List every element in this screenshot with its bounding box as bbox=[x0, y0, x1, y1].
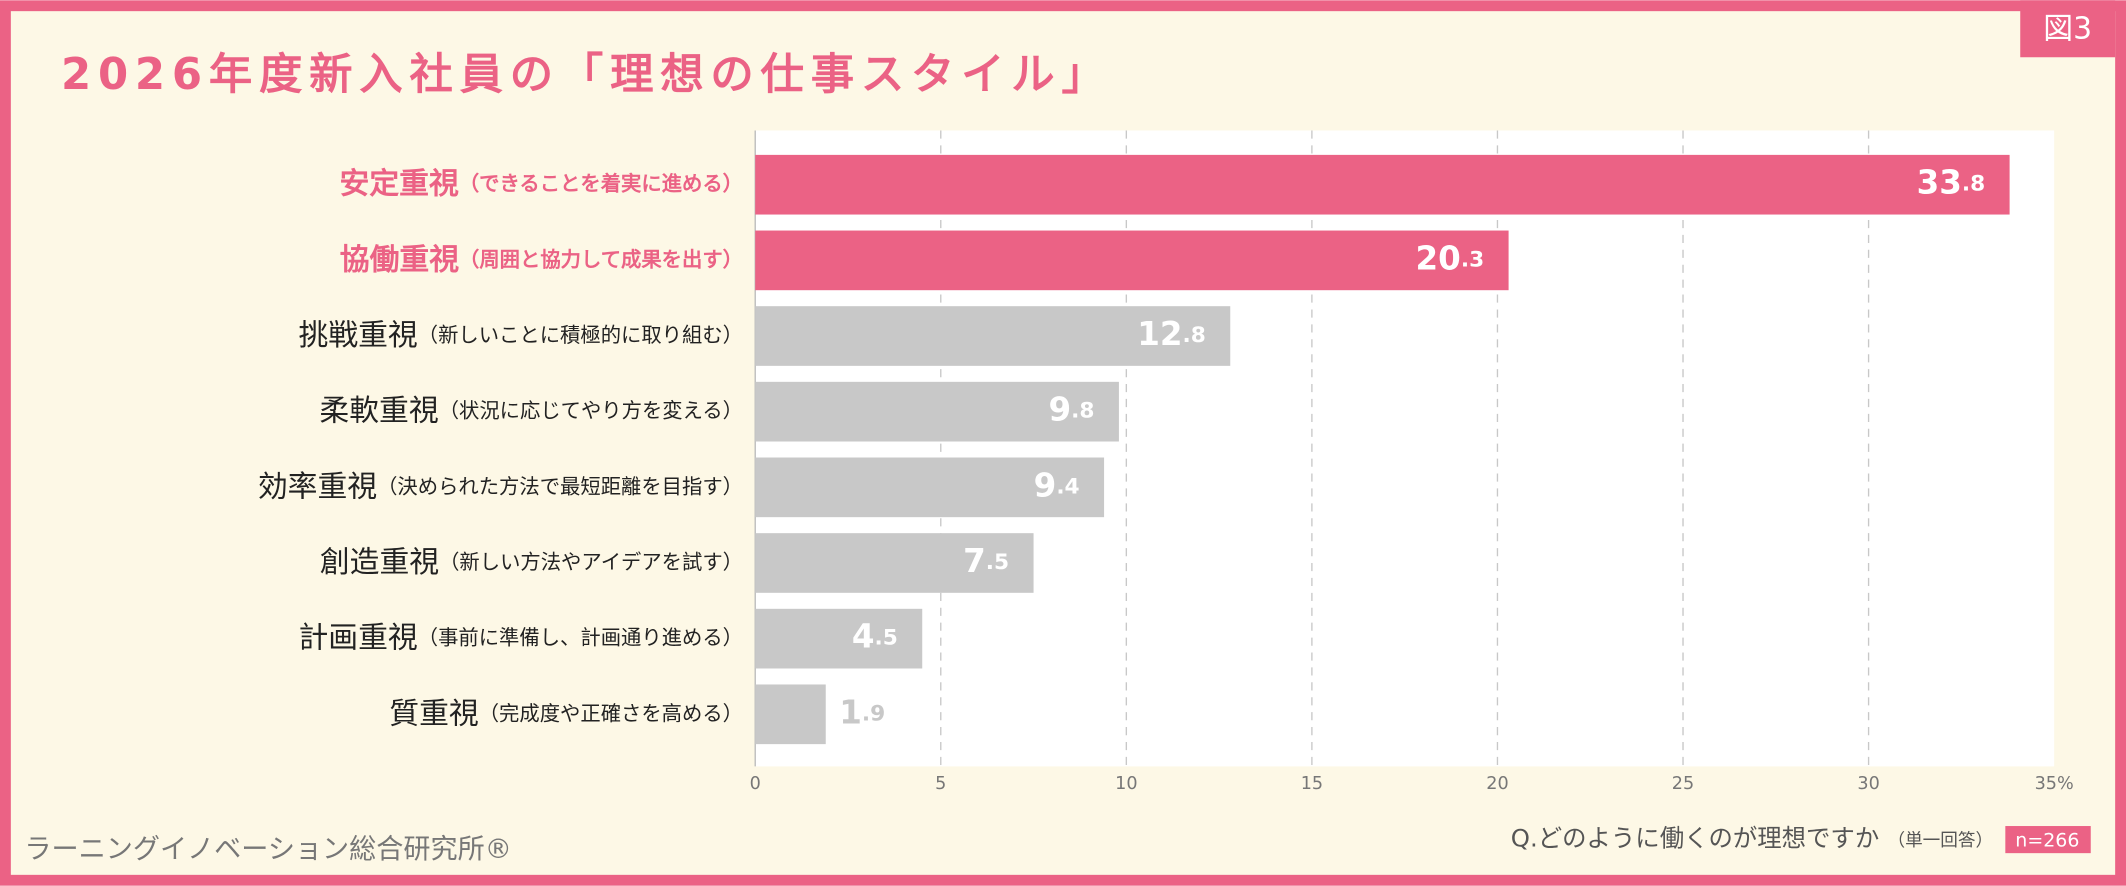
bar bbox=[755, 457, 1105, 518]
sample-size-box bbox=[2005, 826, 2091, 854]
x-tick-label: 5 bbox=[935, 774, 946, 794]
category-label: 協働重視（周囲と協力して成果を出す） bbox=[340, 242, 743, 277]
publisher: ラーニングイノベーション総合研究所® bbox=[24, 834, 511, 865]
category-name: 計画重視 bbox=[298, 620, 417, 655]
x-tick-label: 0 bbox=[750, 774, 761, 794]
category-label: 計画重視（事前に準備し、計画通り進める） bbox=[298, 620, 743, 655]
category-label: 効率重視（決められた方法で最短距離を目指す） bbox=[258, 469, 743, 504]
category-label: 質重視（完成度や正確さを高める） bbox=[389, 696, 743, 731]
bar bbox=[755, 230, 1509, 291]
category-note: （完成度や正確さを高める） bbox=[479, 701, 743, 725]
value-label: 9.8 bbox=[1049, 391, 1095, 429]
x-tick-label: 20 bbox=[1486, 774, 1508, 794]
category-label: 創造重視（新しい方法やアイデアを試す） bbox=[320, 544, 743, 579]
x-tick-label: 10 bbox=[1115, 774, 1137, 794]
category-label: 安定重視（できることを着実に進める） bbox=[340, 166, 743, 201]
question-note: （単一回答） bbox=[1887, 831, 1993, 851]
figure-tag: 図3 bbox=[2043, 12, 2092, 47]
bar bbox=[755, 306, 1231, 366]
bar bbox=[755, 154, 2010, 215]
value-label: 12.8 bbox=[1137, 315, 1206, 353]
value-label: 20.3 bbox=[1416, 239, 1485, 277]
category-note: （周囲と協力して成果を出す） bbox=[459, 247, 743, 271]
value-label: 1.9 bbox=[839, 693, 885, 731]
value-label: 4.5 bbox=[852, 618, 898, 656]
category-name: 質重視 bbox=[389, 696, 478, 731]
bar bbox=[755, 608, 923, 669]
question: Q.どのように働くのが理想ですか bbox=[1511, 824, 1879, 853]
sample-size: n=266 bbox=[2015, 829, 2079, 851]
bar bbox=[755, 381, 1119, 442]
category-note: （新しい方法やアイデアを試す） bbox=[439, 550, 743, 574]
category-name: 安定重視 bbox=[340, 166, 459, 201]
figure-tag-box bbox=[2020, 0, 2116, 58]
x-tick-label: 35% bbox=[2035, 774, 2074, 794]
category-name: 創造重視 bbox=[320, 544, 439, 579]
category-label: 挑戦重視（新しいことに積極的に取り組む） bbox=[298, 318, 743, 353]
x-tick-label: 30 bbox=[1857, 774, 1879, 794]
category-note: （事前に準備し、計画通り進める） bbox=[418, 626, 743, 650]
category-name: 協働重視 bbox=[340, 242, 459, 277]
bar bbox=[755, 533, 1034, 593]
chart-title: 2026年度新入社員の「理想の仕事スタイル」 bbox=[61, 50, 1112, 100]
category-label: 柔軟重視（状況に応じてやり方を変える） bbox=[319, 393, 743, 428]
value-label: 9.4 bbox=[1034, 466, 1080, 504]
x-tick-label: 15 bbox=[1301, 774, 1323, 794]
category-name: 効率重視 bbox=[258, 469, 377, 504]
category-note: （状況に応じてやり方を変える） bbox=[439, 399, 743, 423]
category-note: （新しいことに積極的に取り組む） bbox=[418, 323, 743, 347]
category-name: 柔軟重視 bbox=[319, 393, 438, 428]
x-tick-label: 25 bbox=[1672, 774, 1694, 794]
category-note: （決められた方法で最短距離を目指す） bbox=[377, 474, 743, 498]
bar bbox=[755, 684, 826, 745]
value-label: 7.5 bbox=[963, 542, 1009, 580]
category-name: 挑戦重視 bbox=[298, 318, 417, 353]
plot-area bbox=[755, 130, 2055, 767]
value-label: 33.8 bbox=[1917, 164, 1986, 202]
category-note: （できることを着実に進める） bbox=[459, 172, 743, 196]
